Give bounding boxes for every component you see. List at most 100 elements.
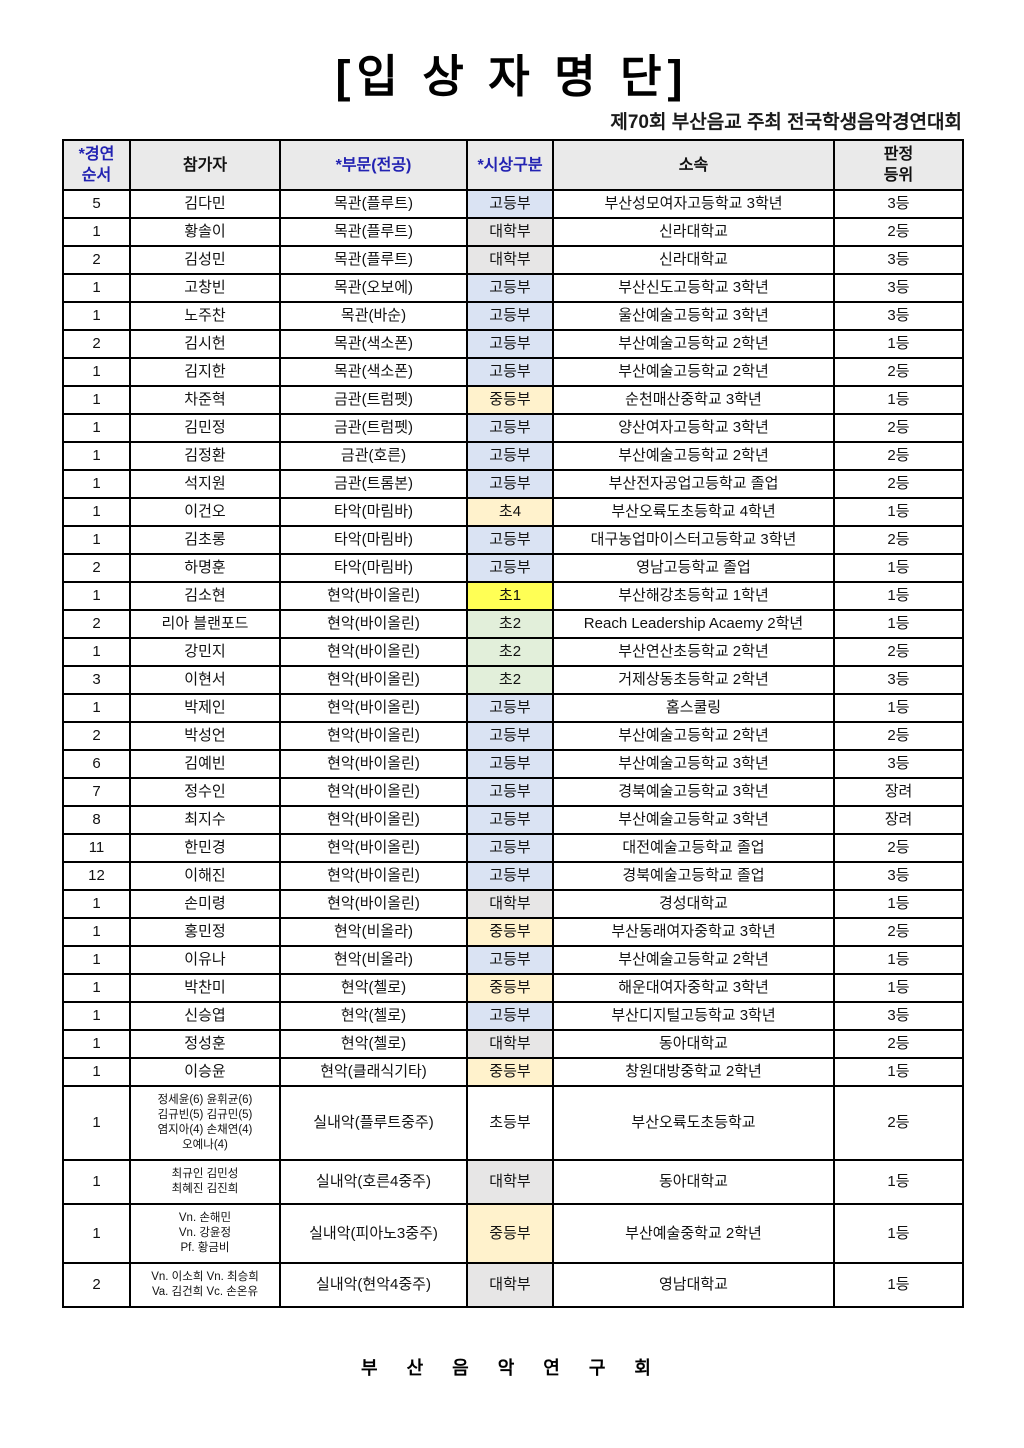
- cell-participant: 정수인: [129, 777, 281, 807]
- table-row: 1 황솔이 목관(플루트) 대학부 신라대학교 2등: [62, 217, 964, 247]
- cell-award-category: 중등부: [466, 973, 554, 1003]
- cell-participant: 이해진: [129, 861, 281, 891]
- cell-award-category: 대학부: [466, 1159, 554, 1205]
- table-row: 7 정수인 현악(바이올린) 고등부 경북예술고등학교 3학년 장려: [62, 777, 964, 807]
- cell-rank: 2등: [833, 721, 964, 751]
- table-row: 2 리아 블랜포드 현악(바이올린) 초2 Reach Leadership Acaem…: [62, 609, 964, 639]
- cell-division: 실내악(피아노3중주): [279, 1203, 468, 1264]
- table-row: 2 하명훈 타악(마림바) 고등부 영남고등학교 졸업 1등: [62, 553, 964, 583]
- cell-competition-order: 1: [62, 357, 131, 387]
- cell-affiliation: 부산예술고등학교 2학년: [552, 721, 835, 751]
- cell-competition-order: 1: [62, 637, 131, 667]
- cell-affiliation: 영남대학교: [552, 1262, 835, 1308]
- cell-competition-order: 1: [62, 889, 131, 919]
- cell-affiliation: 부산해강초등학교 1학년: [552, 581, 835, 611]
- cell-participant: 이유나: [129, 945, 281, 975]
- cell-competition-order: 2: [62, 329, 131, 359]
- cell-award-category: 고등부: [466, 721, 554, 751]
- table-row: 1 신승엽 현악(첼로) 고등부 부산디지털고등학교 3학년 3등: [62, 1001, 964, 1031]
- cell-affiliation: 울산예술고등학교 3학년: [552, 301, 835, 331]
- cell-division: 목관(플루트): [279, 189, 468, 219]
- cell-division: 현악(바이올린): [279, 721, 468, 751]
- cell-affiliation: 경북예술고등학교 3학년: [552, 777, 835, 807]
- cell-rank: 3등: [833, 273, 964, 303]
- cell-participant: 고창빈: [129, 273, 281, 303]
- cell-rank: 1등: [833, 973, 964, 1003]
- cell-competition-order: 1: [62, 973, 131, 1003]
- cell-affiliation: 경북예술고등학교 졸업: [552, 861, 835, 891]
- cell-participant: 석지원: [129, 469, 281, 499]
- table-row: 11 한민경 현악(바이올린) 고등부 대전예술고등학교 졸업 2등: [62, 833, 964, 863]
- table-row: 1 정세윤(6) 윤휘균(6) 김규빈(5) 김규민(5) 염지아(4) 손채연(4)…: [62, 1085, 964, 1161]
- cell-division: 현악(바이올린): [279, 637, 468, 667]
- cell-rank: 3등: [833, 301, 964, 331]
- cell-competition-order: 1: [62, 1001, 131, 1031]
- cell-participant: 최지수: [129, 805, 281, 835]
- cell-participant: 이현서: [129, 665, 281, 695]
- cell-affiliation: 거제상동초등학교 2학년: [552, 665, 835, 695]
- cell-award-category: 고등부: [466, 357, 554, 387]
- cell-participant: Vn. 이소희 Vn. 최승희 Va. 김건희 Vc. 손온유: [129, 1262, 281, 1308]
- cell-participant: 리아 블랜포드: [129, 609, 281, 639]
- cell-rank: 3등: [833, 189, 964, 219]
- cell-division: 현악(바이올린): [279, 749, 468, 779]
- cell-competition-order: 1: [62, 1203, 131, 1264]
- cell-affiliation: 동아대학교: [552, 1159, 835, 1205]
- cell-participant: 김지한: [129, 357, 281, 387]
- cell-division: 현악(바이올린): [279, 777, 468, 807]
- cell-award-category: 고등부: [466, 1001, 554, 1031]
- cell-competition-order: 1: [62, 301, 131, 331]
- footer-organization: 부 산 음 악 연 구 회: [361, 1358, 663, 1378]
- page-subtitle: 제70회 부산음교 주최 전국학생음악경연대회: [610, 112, 962, 133]
- cell-award-category: 초2: [466, 665, 554, 695]
- table-row: 1 박찬미 현악(첼로) 중등부 해운대여자중학교 3학년 1등: [62, 973, 964, 1003]
- table-row: 2 박성언 현악(바이올린) 고등부 부산예술고등학교 2학년 2등: [62, 721, 964, 751]
- cell-competition-order: 1: [62, 413, 131, 443]
- cell-competition-order: 12: [62, 861, 131, 891]
- column-header: 참가자: [129, 139, 281, 191]
- cell-affiliation: 신라대학교: [552, 245, 835, 275]
- cell-division: 목관(플루트): [279, 245, 468, 275]
- cell-competition-order: 2: [62, 1262, 131, 1308]
- cell-division: 금관(트럼펫): [279, 413, 468, 443]
- cell-rank: 1등: [833, 553, 964, 583]
- table-row: 1 Vn. 손해민 Vn. 강윤정 Pf. 황금비 실내악(피아노3중주) 중등부 부산예술…: [62, 1203, 964, 1264]
- cell-participant: 정성훈: [129, 1029, 281, 1059]
- cell-rank: 1등: [833, 385, 964, 415]
- cell-participant: 강민지: [129, 637, 281, 667]
- table-row: 1 정성훈 현악(첼로) 대학부 동아대학교 2등: [62, 1029, 964, 1059]
- cell-competition-order: 1: [62, 917, 131, 947]
- cell-affiliation: 부산오륙도초등학교: [552, 1085, 835, 1161]
- cell-rank: 2등: [833, 413, 964, 443]
- cell-competition-order: 1: [62, 469, 131, 499]
- cell-division: 타악(마림바): [279, 525, 468, 555]
- cell-division: 현악(바이올린): [279, 805, 468, 835]
- cell-affiliation: 창원대방중학교 2학년: [552, 1057, 835, 1087]
- cell-competition-order: 2: [62, 553, 131, 583]
- cell-competition-order: 8: [62, 805, 131, 835]
- column-header: 판정 등위: [833, 139, 964, 191]
- table-row: 3 이현서 현악(바이올린) 초2 거제상동초등학교 2학년 3등: [62, 665, 964, 695]
- cell-participant: 손미령: [129, 889, 281, 919]
- cell-participant: 홍민정: [129, 917, 281, 947]
- cell-division: 금관(트롬본): [279, 469, 468, 499]
- table-row: 2 김시헌 목관(색소폰) 고등부 부산예술고등학교 2학년 1등: [62, 329, 964, 359]
- cell-division: 타악(마림바): [279, 497, 468, 527]
- cell-award-category: 대학부: [466, 1262, 554, 1308]
- cell-rank: 3등: [833, 245, 964, 275]
- cell-award-category: 대학부: [466, 889, 554, 919]
- cell-affiliation: 부산예술고등학교 2학년: [552, 329, 835, 359]
- cell-rank: 2등: [833, 441, 964, 471]
- cell-rank: 2등: [833, 357, 964, 387]
- cell-competition-order: 1: [62, 1085, 131, 1161]
- table-row: 1 손미령 현악(바이올린) 대학부 경성대학교 1등: [62, 889, 964, 919]
- cell-award-category: 초2: [466, 609, 554, 639]
- table-row: 1 강민지 현악(바이올린) 초2 부산연산초등학교 2학년 2등: [62, 637, 964, 667]
- cell-participant: 김정환: [129, 441, 281, 471]
- cell-award-category: 초2: [466, 637, 554, 667]
- cell-award-category: 중등부: [466, 917, 554, 947]
- cell-rank: 2등: [833, 217, 964, 247]
- cell-rank: 3등: [833, 665, 964, 695]
- cell-competition-order: 1: [62, 1057, 131, 1087]
